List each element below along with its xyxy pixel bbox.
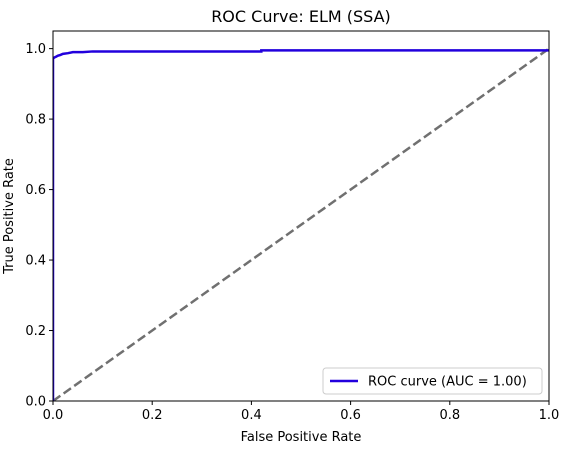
y-tick-label: 0.4 <box>25 254 46 269</box>
y-tick-label: 0.8 <box>25 113 46 128</box>
y-tick-label: 0.0 <box>25 395 46 410</box>
legend: ROC curve (AUC = 1.00) <box>322 367 543 395</box>
axes: 0.0 0.2 0.4 0.6 0.8 1.0 0.0 0.2 0.4 0.6 0.8 1.0 <box>25 30 560 423</box>
axes-frame <box>52 30 550 402</box>
legend-box <box>322 367 543 395</box>
x-tick-label: 0.6 <box>340 408 361 423</box>
x-tick-label: 0.2 <box>142 408 163 423</box>
y-axis-label: True Positive Rate <box>2 158 17 275</box>
x-axis-label: False Positive Rate <box>241 430 362 445</box>
plot-area <box>53 47 549 401</box>
chart-title: ROC Curve: ELM (SSA) <box>211 7 391 26</box>
x-tick-label: 0.4 <box>241 408 262 423</box>
y-tick-label: 0.2 <box>25 324 46 339</box>
x-tick-label: 1.0 <box>539 408 560 423</box>
y-tick-label: 1.0 <box>25 42 46 57</box>
chance-diagonal-line <box>53 47 549 401</box>
y-tick-label: 0.6 <box>25 183 46 198</box>
x-tick-label: 0.0 <box>43 408 64 423</box>
roc-curve-line <box>53 49 549 401</box>
x-tick-label: 0.8 <box>439 408 460 423</box>
legend-label-roc: ROC curve (AUC = 1.00) <box>368 375 527 390</box>
